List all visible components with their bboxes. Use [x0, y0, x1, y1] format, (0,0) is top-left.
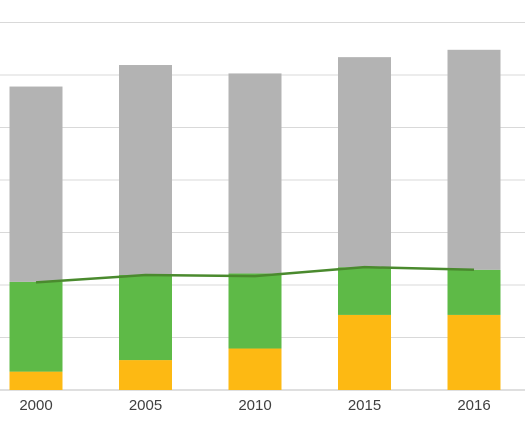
bar-segment [9, 281, 63, 372]
bar-segment [447, 314, 501, 390]
bar-segment [9, 371, 63, 390]
bar-segment [447, 269, 501, 315]
bar-segment [119, 275, 172, 361]
x-tick-label: 2000 [19, 397, 52, 414]
bar-stacks [9, 49, 501, 390]
bar-segment [119, 65, 172, 276]
x-tick-label: 2016 [457, 397, 490, 414]
bar-segment [119, 360, 172, 390]
bar-segment [9, 86, 63, 282]
x-tick-label: 2005 [129, 397, 162, 414]
x-tick-label: 2015 [348, 397, 381, 414]
bar-segment [338, 57, 391, 268]
x-axis-tick-labels: 2000 2005 2010 2015 2016 [19, 397, 490, 414]
bar-segment [338, 267, 391, 315]
bar-segment [228, 348, 282, 390]
trend-line-group [35, 265, 475, 284]
bar-segment [338, 314, 391, 390]
bar-segment [228, 273, 282, 349]
trend-line [35, 265, 475, 284]
bar-segment [228, 73, 282, 274]
bar-segment [447, 49, 501, 270]
x-tick-label: 2010 [238, 397, 271, 414]
